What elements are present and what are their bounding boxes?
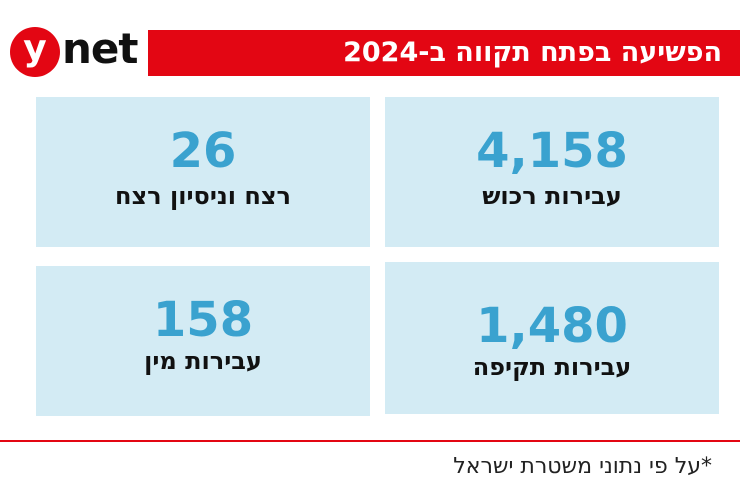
ynet-logo: y net [10,24,138,77]
stat-value: 4,158 [476,123,628,179]
page-title: הפשיעה בפתח תקווה ב-2024 [343,37,722,68]
divider-line [0,440,740,442]
stat-label: עבירות מין [144,347,262,375]
stat-card-murder: 26 רצח וניסיון רצח [36,97,370,247]
title-bar: הפשיעה בפתח תקווה ב-2024 [148,30,740,76]
source-footnote: *על פי נתוני משטרת ישראל [453,454,712,479]
stat-value: 158 [152,292,254,348]
stat-label: עבירות רכוש [482,182,622,210]
stat-label: רצח וניסיון רצח [115,182,291,210]
stat-value: 1,480 [476,298,628,354]
stat-card-assault: 1,480 עבירות תקיפה [385,262,719,414]
stat-value: 26 [169,123,237,179]
stat-card-sex-crimes: 158 עבירות מין [36,266,370,416]
ynet-logo-circle: y [10,27,60,77]
ynet-logo-text: net [62,24,138,73]
stat-label: עבירות תקיפה [472,353,632,381]
stat-card-property-crimes: 4,158 עבירות רכוש [385,97,719,247]
